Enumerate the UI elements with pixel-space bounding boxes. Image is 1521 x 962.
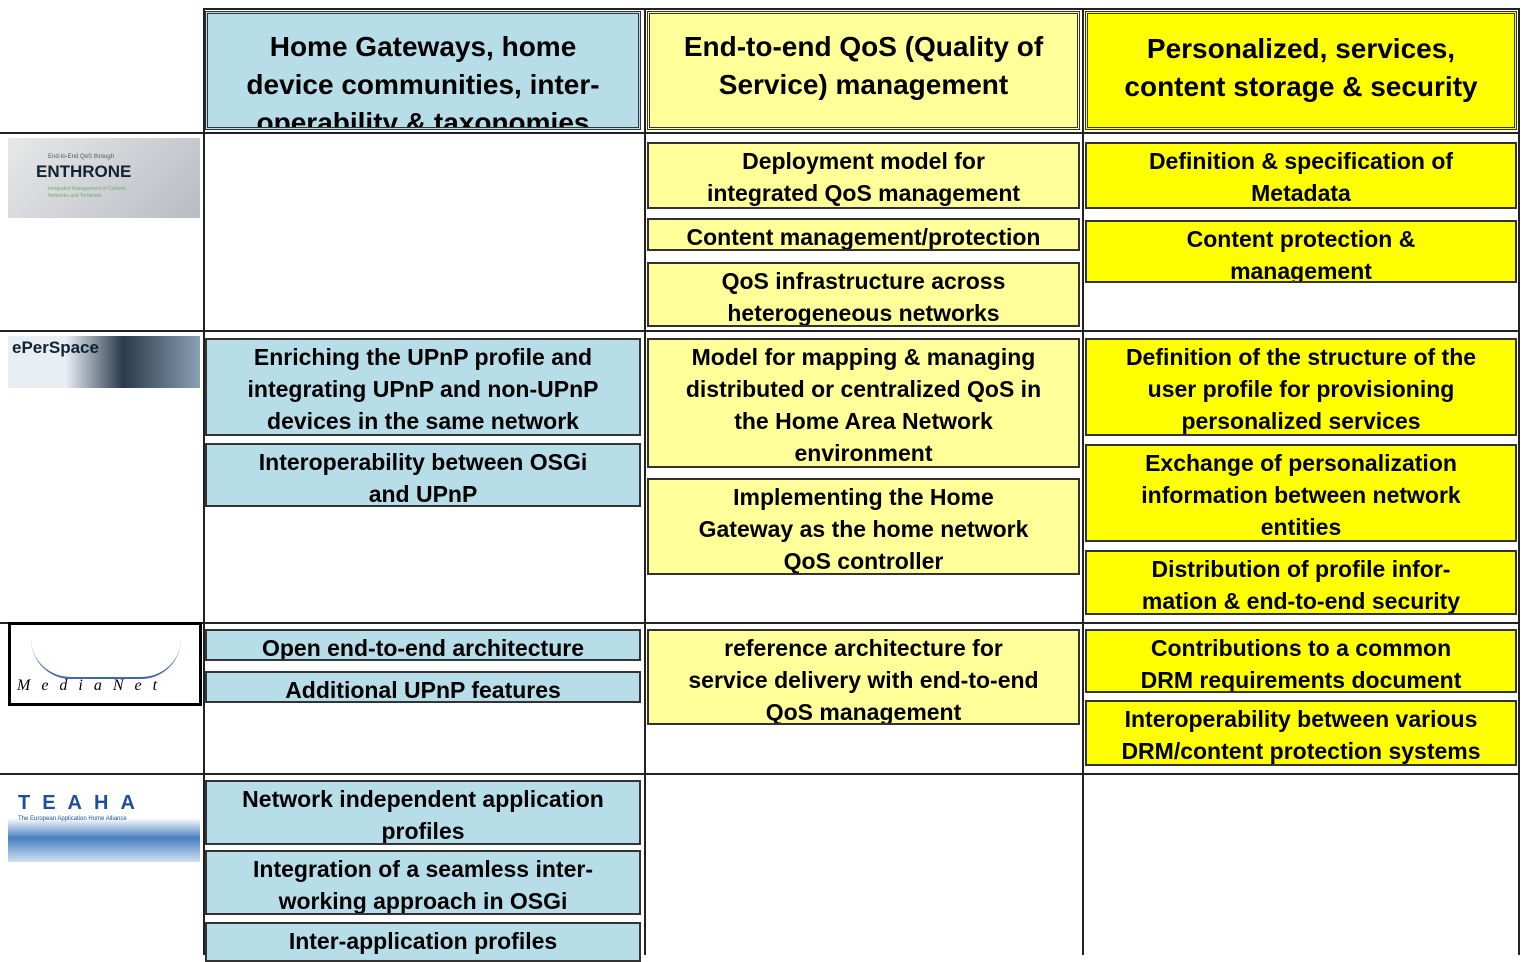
logo-subtitle: Integrated Management of Content, Networ…	[48, 186, 127, 199]
cell-item: Implementing the Home Gateway as the hom…	[647, 478, 1080, 575]
cell-item: reference architecture for service deliv…	[647, 629, 1080, 725]
grid-line	[0, 330, 1520, 332]
cell-item: Deployment model for integrated QoS mana…	[647, 142, 1080, 209]
cell-item: Distribution of profile infor- mation & …	[1085, 550, 1517, 615]
logo-tagline: End-to-End QoS through	[48, 154, 115, 160]
logo-eperspace: ePerSpace	[8, 336, 200, 388]
logo-wave	[31, 635, 181, 679]
logo-teaha: TEAHA The European Application Home Allia…	[8, 782, 200, 862]
column-header: Personalized, services, content storage …	[1085, 11, 1517, 130]
logo-medianet: MediaNet	[8, 622, 202, 706]
logo-subtitle: The European Application Home Alliance	[18, 816, 127, 822]
cell-item: Exchange of personalization information …	[1085, 444, 1517, 542]
cell-item: Integration of a seamless inter- working…	[205, 850, 641, 915]
cell-item: Contributions to a common DRM requiremen…	[1085, 629, 1517, 693]
cell-item: Open end-to-end architecture	[205, 629, 641, 661]
logo-name: ePerSpace	[12, 338, 99, 357]
grid-line	[1082, 8, 1084, 955]
cell-item: Interoperability between OSGi and UPnP	[205, 443, 641, 507]
cell-item: Enriching the UPnP profile and integrati…	[205, 338, 641, 436]
logo-name: ENTHRONE	[36, 162, 132, 181]
grid-line	[203, 8, 205, 955]
cell-item: QoS infrastructure across heterogeneous …	[647, 262, 1080, 327]
cell-item: Definition & specification of Metadata	[1085, 142, 1517, 209]
grid-line	[0, 132, 1520, 134]
cell-item: Inter-application profiles	[205, 922, 641, 962]
cell-item: Additional UPnP features	[205, 671, 641, 703]
grid-line	[0, 773, 1520, 775]
logo-enthrone: End-to-End QoS through ENTHRONE Integrated…	[8, 138, 200, 218]
logo-name: TEAHA	[18, 792, 147, 814]
cell-item: Network independent application profiles	[205, 780, 641, 845]
cell-item: Interoperability between various DRM/con…	[1085, 700, 1517, 766]
cell-item: Content management/protection	[647, 218, 1080, 251]
grid-line	[1518, 8, 1520, 955]
column-header: Home Gateways, home device communities, …	[205, 11, 641, 130]
logo-name: MediaNet	[17, 677, 169, 694]
grid-line	[203, 8, 1520, 10]
cell-item: Model for mapping & managing distributed…	[647, 338, 1080, 468]
cell-item: Definition of the structure of the user …	[1085, 338, 1517, 436]
grid-line	[0, 622, 1520, 624]
column-header: End-to-end QoS (Quality of Service) mana…	[647, 11, 1080, 130]
cell-item: Content protection & management	[1085, 220, 1517, 283]
grid-line	[644, 8, 646, 955]
